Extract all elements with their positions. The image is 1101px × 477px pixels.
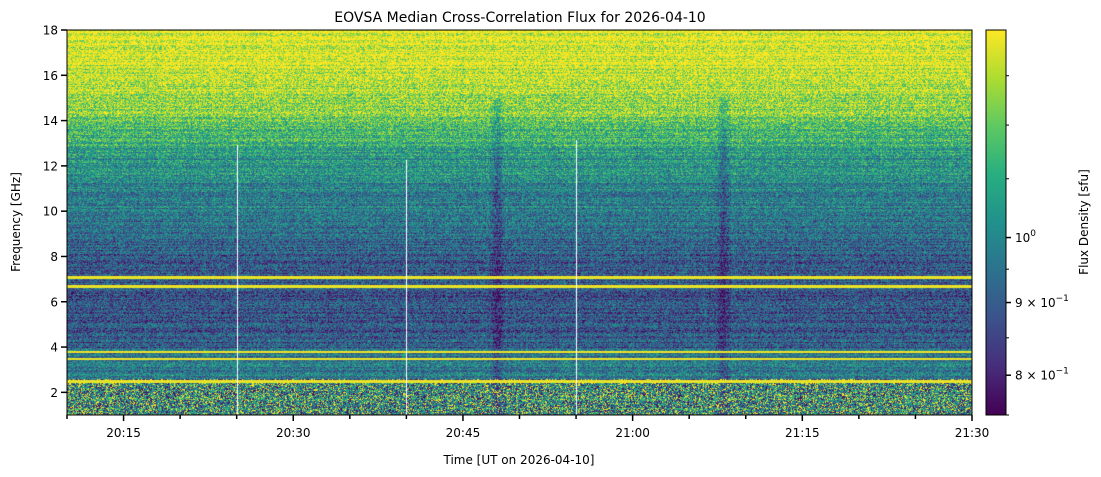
- x-axis-label: Time [UT on 2026-04-10]: [443, 453, 595, 467]
- x-tick-label: 20:15: [106, 426, 141, 440]
- y-axis-label: Frequency [GHz]: [9, 172, 23, 272]
- spectrogram-heatmap: [67, 30, 972, 415]
- x-tick-label: 21:30: [955, 426, 990, 440]
- colorbar-tick-label: 8 × 10−1: [1015, 367, 1069, 383]
- y-tick-label: 16: [43, 69, 58, 83]
- colorbar-tick-label: 9 × 10−1: [1015, 294, 1069, 310]
- chart-title: EOVSA Median Cross-Correlation Flux for …: [334, 10, 705, 26]
- y-tick-label: 4: [50, 341, 58, 355]
- y-tick-label: 14: [43, 114, 58, 128]
- x-axis: 20:15 20:30 20:45 21:00 21:15 21:30: [66, 415, 990, 440]
- colorbar-ticks: 100 9 × 10−1 8 × 10−1: [1006, 75, 1069, 416]
- x-tick-label: 21:00: [615, 426, 650, 440]
- y-tick-label: 12: [43, 159, 58, 173]
- x-tick-label: 20:45: [446, 426, 481, 440]
- heatmap-image: [67, 30, 972, 415]
- y-tick-label: 8: [50, 250, 58, 264]
- colorbar-tick-label: 100: [1015, 229, 1036, 245]
- y-tick-label: 6: [50, 295, 58, 309]
- y-tick-label: 2: [50, 386, 58, 400]
- colorbar: [985, 29, 1007, 416]
- y-axis: 2 4 6 8 10 12 14 16 18: [43, 24, 67, 400]
- x-tick-label: 21:15: [785, 426, 820, 440]
- colorbar-label: Flux Density [sfu]: [1077, 169, 1091, 275]
- y-tick-label: 10: [43, 205, 58, 219]
- y-tick-label: 18: [43, 24, 58, 38]
- x-tick-label: 20:30: [276, 426, 311, 440]
